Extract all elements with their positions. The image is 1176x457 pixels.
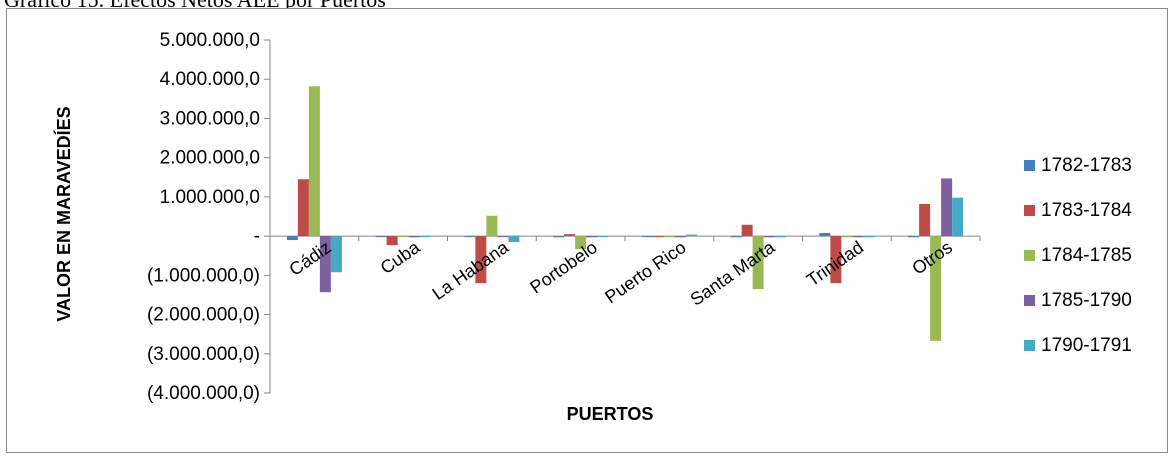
- category-label: Puerto Rico: [601, 237, 690, 307]
- bar-1783-1784-Portobelo: [564, 234, 576, 237]
- bar-1785-1790-Portobelo: [586, 236, 598, 238]
- bar-1785-1790-Cádiz: [319, 236, 331, 293]
- y-tick-label: (3.000.000,0): [147, 344, 260, 365]
- bar-1783-1784-La Habana: [475, 236, 487, 284]
- bar-1784-1785-Trinidad: [841, 236, 853, 238]
- y-tick-label: 1.000.000,0: [160, 187, 260, 208]
- bar-1783-1784-Otros: [919, 203, 931, 237]
- bar-1785-1790-Santa Marta: [763, 236, 775, 238]
- legend-swatch: [1024, 250, 1035, 261]
- bar-1782-1783-Cuba: [375, 236, 387, 238]
- chart-area: [6, 8, 1168, 453]
- bar-1783-1784-Santa Marta: [741, 224, 753, 237]
- bar-1790-1791-Otros: [952, 197, 964, 237]
- bar-1783-1784-Cuba: [386, 236, 398, 246]
- bar-1784-1785-Puerto Rico: [663, 236, 675, 238]
- x-axis-title: PUERTOS: [567, 404, 654, 424]
- bar-1784-1785-Santa Marta: [752, 236, 764, 290]
- legend-swatch: [1024, 340, 1035, 351]
- category-label: La Habana: [429, 236, 513, 303]
- bar-1782-1783-Portobelo: [553, 236, 565, 238]
- category-label: Portobelo: [526, 237, 601, 298]
- bar-1784-1785-Portobelo: [575, 236, 587, 250]
- legend-label: 1784-1785: [1041, 245, 1132, 266]
- legend-label: 1785-1790: [1041, 290, 1132, 311]
- bar-1785-1790-Otros: [941, 178, 953, 237]
- legend-label: 1790-1791: [1041, 335, 1132, 356]
- bar-1785-1790-La Habana: [497, 236, 509, 238]
- category-label: Santa Marta: [687, 236, 780, 309]
- y-tick-label: (1.000.000,0): [147, 265, 260, 286]
- y-tick-label: (4.000.000,0): [147, 383, 260, 404]
- bar-1784-1785-Cuba: [397, 236, 409, 238]
- bar-1783-1784-Trinidad: [830, 236, 842, 284]
- bar-1790-1791-Puerto Rico: [685, 234, 697, 237]
- bar-1782-1783-Otros: [908, 236, 920, 238]
- bar-1784-1785-Cádiz: [308, 86, 320, 237]
- y-tick-label: 3.000.000,0: [160, 108, 260, 129]
- y-tick-label: -: [254, 226, 260, 247]
- legend-label: 1783-1784: [1041, 200, 1132, 221]
- bar-1784-1785-Otros: [930, 236, 942, 341]
- bar-1790-1791-Trinidad: [863, 236, 875, 238]
- bar-1790-1791-Santa Marta: [774, 236, 786, 238]
- bar-1790-1791-Cuba: [419, 236, 431, 238]
- legend-label: 1782-1783: [1041, 155, 1132, 176]
- bar-1790-1791-Portobelo: [597, 236, 609, 238]
- legend-swatch: [1024, 295, 1035, 306]
- y-tick-label: 4.000.000,0: [160, 69, 260, 90]
- bar-1782-1783-La Habana: [464, 236, 476, 238]
- legend-swatch: [1024, 160, 1035, 171]
- bar-1784-1785-La Habana: [486, 215, 498, 237]
- bar-1785-1790-Cuba: [408, 236, 420, 238]
- bar-1785-1790-Trinidad: [852, 236, 864, 238]
- y-axis-title: VALOR EN MARAVEDÍES: [53, 106, 74, 321]
- bar-1785-1790-Puerto Rico: [674, 236, 686, 238]
- bar-1783-1784-Puerto Rico: [652, 236, 664, 238]
- bar-1782-1783-Santa Marta: [730, 236, 742, 238]
- y-tick-label: 2.000.000,0: [160, 148, 260, 169]
- bar-1783-1784-Cádiz: [297, 179, 309, 237]
- bar-1782-1783-Trinidad: [819, 232, 831, 237]
- bar-1790-1791-La Habana: [508, 236, 520, 242]
- y-tick-label: (2.000.000,0): [147, 305, 260, 326]
- bar-1782-1783-Puerto Rico: [641, 236, 653, 238]
- bar-1782-1783-Cádiz: [286, 236, 298, 241]
- y-tick-label: 5.000.000,0: [160, 30, 260, 51]
- category-label: Cuba: [377, 236, 425, 278]
- bar-1790-1791-Cádiz: [330, 236, 342, 273]
- legend-swatch: [1024, 205, 1035, 216]
